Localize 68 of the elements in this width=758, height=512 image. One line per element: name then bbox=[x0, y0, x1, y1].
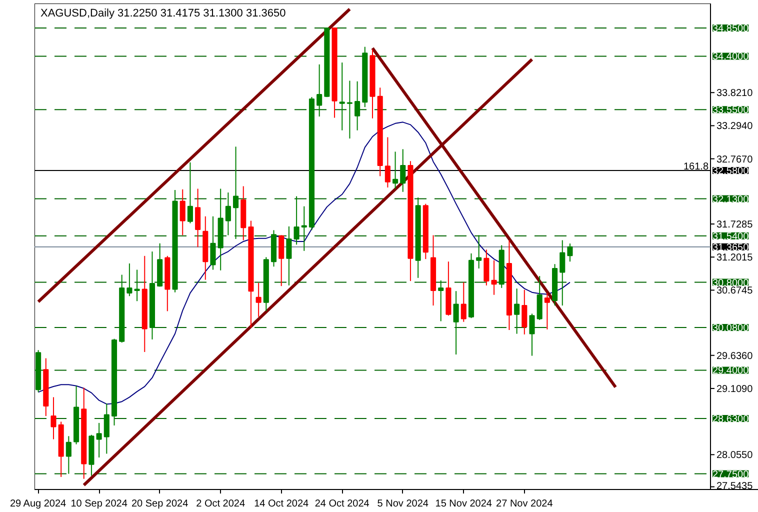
ref-line-label: 32.5800 bbox=[712, 166, 750, 178]
y-tick-label: 33.2940 bbox=[716, 121, 754, 132]
x-tick-label: 14 Oct 2024 bbox=[254, 498, 310, 510]
candlestick bbox=[187, 162, 193, 224]
x-tick-label: 10 Sep 2024 bbox=[70, 498, 128, 510]
y-tick-label: 27.5435 bbox=[716, 480, 754, 492]
x-tick-label: 2 Oct 2024 bbox=[196, 498, 246, 510]
ref-line-label: 31.3650 bbox=[712, 242, 750, 254]
candlestick bbox=[50, 396, 56, 440]
y-tick-label: 31.7285 bbox=[716, 219, 754, 230]
y-tick-label: 29.6360 bbox=[716, 350, 754, 362]
candlestick bbox=[225, 192, 231, 236]
x-tick-label: 5 Nov 2024 bbox=[377, 498, 429, 510]
candlestick bbox=[560, 240, 566, 306]
candlestick bbox=[536, 276, 542, 320]
candlestick bbox=[476, 234, 482, 269]
candlestick bbox=[316, 64, 322, 118]
x-tick-label: 29 Aug 2024 bbox=[10, 498, 67, 510]
line-series bbox=[38, 122, 570, 405]
candlestick bbox=[233, 146, 239, 240]
y-tick-label: 31.2015 bbox=[716, 252, 754, 264]
y-tick-label: 29.1090 bbox=[716, 384, 754, 395]
ref-line-label: 31.5400 bbox=[712, 231, 750, 242]
ref-line-label: 28.6300 bbox=[712, 414, 750, 426]
candlestick bbox=[567, 243, 573, 262]
ref-line-label: 30.0800 bbox=[712, 323, 750, 334]
candlestick bbox=[294, 196, 300, 246]
candlestick bbox=[514, 288, 520, 334]
y-tick-label: 28.0550 bbox=[716, 450, 754, 462]
candlestick bbox=[96, 422, 102, 458]
candlestick bbox=[529, 313, 535, 356]
candlestick bbox=[491, 260, 497, 296]
x-tick-label: 24 Oct 2024 bbox=[314, 498, 370, 510]
candlestick bbox=[134, 269, 140, 302]
chart-title: XAGUSD,Daily 31.2250 31.4175 31.1300 31.3650 bbox=[40, 8, 286, 20]
candlestick bbox=[460, 282, 466, 322]
candlestick bbox=[484, 249, 490, 286]
candlestick bbox=[126, 262, 132, 297]
y-tick-label: 33.8210 bbox=[716, 88, 754, 100]
candlestick bbox=[210, 216, 216, 270]
candlestick bbox=[180, 188, 186, 236]
candlestick bbox=[278, 234, 284, 287]
candlestick bbox=[195, 188, 201, 248]
ref-line-label: 27.7500 bbox=[712, 469, 750, 480]
ref-line-label: 34.4000 bbox=[712, 52, 750, 63]
candlestick bbox=[384, 136, 390, 188]
x-tick-label: 20 Sep 2024 bbox=[131, 498, 189, 510]
candlestick bbox=[453, 290, 459, 355]
candlestick bbox=[400, 148, 406, 192]
candlestick bbox=[522, 289, 528, 335]
candlestick bbox=[438, 280, 444, 322]
candlestick bbox=[354, 80, 360, 131]
annotation: 161.8 bbox=[683, 162, 709, 173]
candlestick bbox=[339, 62, 345, 131]
ref-line-label: 29.4000 bbox=[712, 366, 750, 377]
ref-line-label: 34.8500 bbox=[712, 23, 750, 34]
candlestick bbox=[346, 80, 352, 139]
ref-line-label: 32.1300 bbox=[712, 194, 750, 206]
candlestick bbox=[301, 206, 307, 252]
x-tick-label: 15 Nov 2024 bbox=[435, 498, 492, 510]
candlestick bbox=[392, 151, 398, 190]
candlestick bbox=[544, 292, 550, 330]
candlestick bbox=[256, 282, 262, 318]
y-tick-label: 32.7670 bbox=[716, 154, 754, 166]
candlestick bbox=[66, 436, 72, 474]
candlestick bbox=[286, 226, 292, 286]
candlestick bbox=[104, 402, 110, 454]
x-tick-label: 27 Nov 2024 bbox=[496, 498, 554, 510]
